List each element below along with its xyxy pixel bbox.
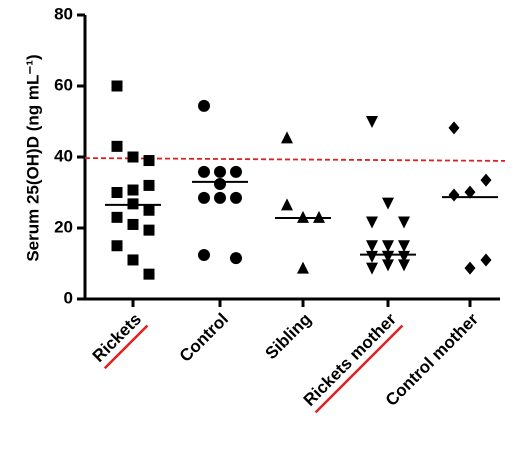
point (143, 179, 155, 191)
point (281, 198, 293, 211)
point (230, 191, 242, 204)
point (480, 173, 492, 187)
point (127, 184, 139, 196)
x-tick-label: Control (176, 310, 232, 366)
point (366, 216, 378, 229)
point (297, 210, 309, 223)
point (111, 240, 123, 252)
point (230, 165, 242, 178)
point (143, 155, 155, 167)
reference-line (84, 157, 506, 162)
point (111, 211, 123, 223)
point (366, 116, 378, 128)
point (143, 204, 155, 216)
y-tick-label: 60 (54, 75, 73, 94)
point (448, 188, 460, 202)
point (214, 177, 226, 190)
point (111, 80, 123, 92)
point (198, 191, 210, 204)
point (127, 198, 139, 210)
point (111, 187, 123, 198)
point (127, 218, 139, 230)
point (143, 224, 155, 236)
point (382, 197, 394, 210)
point (198, 165, 210, 178)
point (281, 131, 293, 144)
y-tick-label: 40 (54, 146, 73, 165)
y-tick-label: 0 (64, 288, 73, 307)
point (230, 252, 242, 265)
highlight-underline (314, 324, 404, 414)
point (398, 216, 410, 229)
point (297, 261, 309, 274)
point (198, 248, 210, 261)
point (143, 268, 155, 280)
point (198, 99, 210, 112)
y-axis-label: Serum 25(OH)D (ng mL⁻¹) (23, 54, 42, 261)
point (366, 240, 378, 253)
point (366, 250, 378, 263)
y-tick-label: 80 (54, 4, 73, 23)
point (214, 191, 226, 204)
point (480, 253, 492, 267)
point (382, 259, 394, 272)
point (127, 254, 139, 266)
point (313, 210, 325, 223)
point (111, 140, 123, 152)
point (382, 240, 394, 253)
point (448, 121, 460, 135)
point (366, 262, 378, 275)
point (464, 185, 476, 199)
point (464, 261, 476, 275)
point (398, 240, 410, 253)
highlight-underline (103, 324, 149, 370)
point (127, 151, 139, 163)
y-tick-label: 20 (54, 217, 73, 236)
point (214, 165, 226, 178)
x-tick-label: Sibling (261, 310, 315, 364)
point (398, 259, 410, 272)
